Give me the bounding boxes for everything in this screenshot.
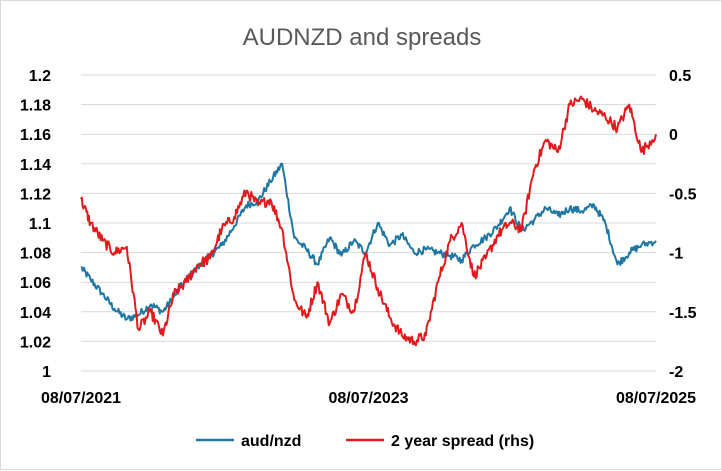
- right-axis-tick-label: -1.5: [669, 305, 697, 322]
- right-axis-tick-label: -2: [669, 364, 683, 381]
- left-axis-tick-label: 1.04: [20, 305, 51, 322]
- left-axis-tick-label: 1: [42, 364, 51, 381]
- right-axis-tick-label: 0.5: [669, 68, 691, 85]
- x-axis-tick-label: 08/07/2021: [41, 390, 121, 407]
- left-axis-tick-label: 1.14: [20, 157, 51, 174]
- left-axis-tick-label: 1.18: [20, 98, 51, 115]
- left-axis-ticks: 1 1.02 1.04 1.06 1.08 1.1 1.12 1.14 1.16 1.18 1.2: [20, 68, 51, 381]
- x-axis-ticks: 08/07/2021 08/07/2023 08/07/2025: [41, 390, 696, 407]
- right-axis-tick-label: -1: [669, 246, 683, 263]
- grid-layer: [81, 74, 656, 372]
- left-axis-tick-label: 1.2: [29, 68, 51, 85]
- left-axis-tick-label: 1.06: [20, 275, 51, 292]
- left-axis-tick-label: 1.1: [29, 216, 51, 233]
- series-layer: [80, 95, 657, 347]
- right-axis-ticks: 0.5 0 -0.5 -1 -1.5 -2: [669, 68, 697, 381]
- legend-label: 2 year spread (rhs): [391, 433, 534, 450]
- series-line-1: [80, 95, 657, 347]
- left-axis-tick-label: 1.02: [20, 334, 51, 351]
- left-axis-tick-label: 1.08: [20, 246, 51, 263]
- chart-title: AUDNZD and spreads: [243, 24, 482, 51]
- x-axis-tick-label: 08/07/2023: [328, 390, 408, 407]
- left-axis-tick-label: 1.16: [20, 127, 51, 144]
- series-line-0: [80, 162, 657, 322]
- left-axis-tick-label: 1.12: [20, 186, 51, 203]
- right-axis-tick-label: 0: [669, 127, 678, 144]
- right-axis-tick-label: -0.5: [669, 186, 697, 203]
- x-axis-tick-label: 08/07/2025: [616, 390, 696, 407]
- legend-label: aud/nzd: [241, 433, 301, 450]
- legend: aud/nzd 2 year spread (rhs): [196, 433, 534, 450]
